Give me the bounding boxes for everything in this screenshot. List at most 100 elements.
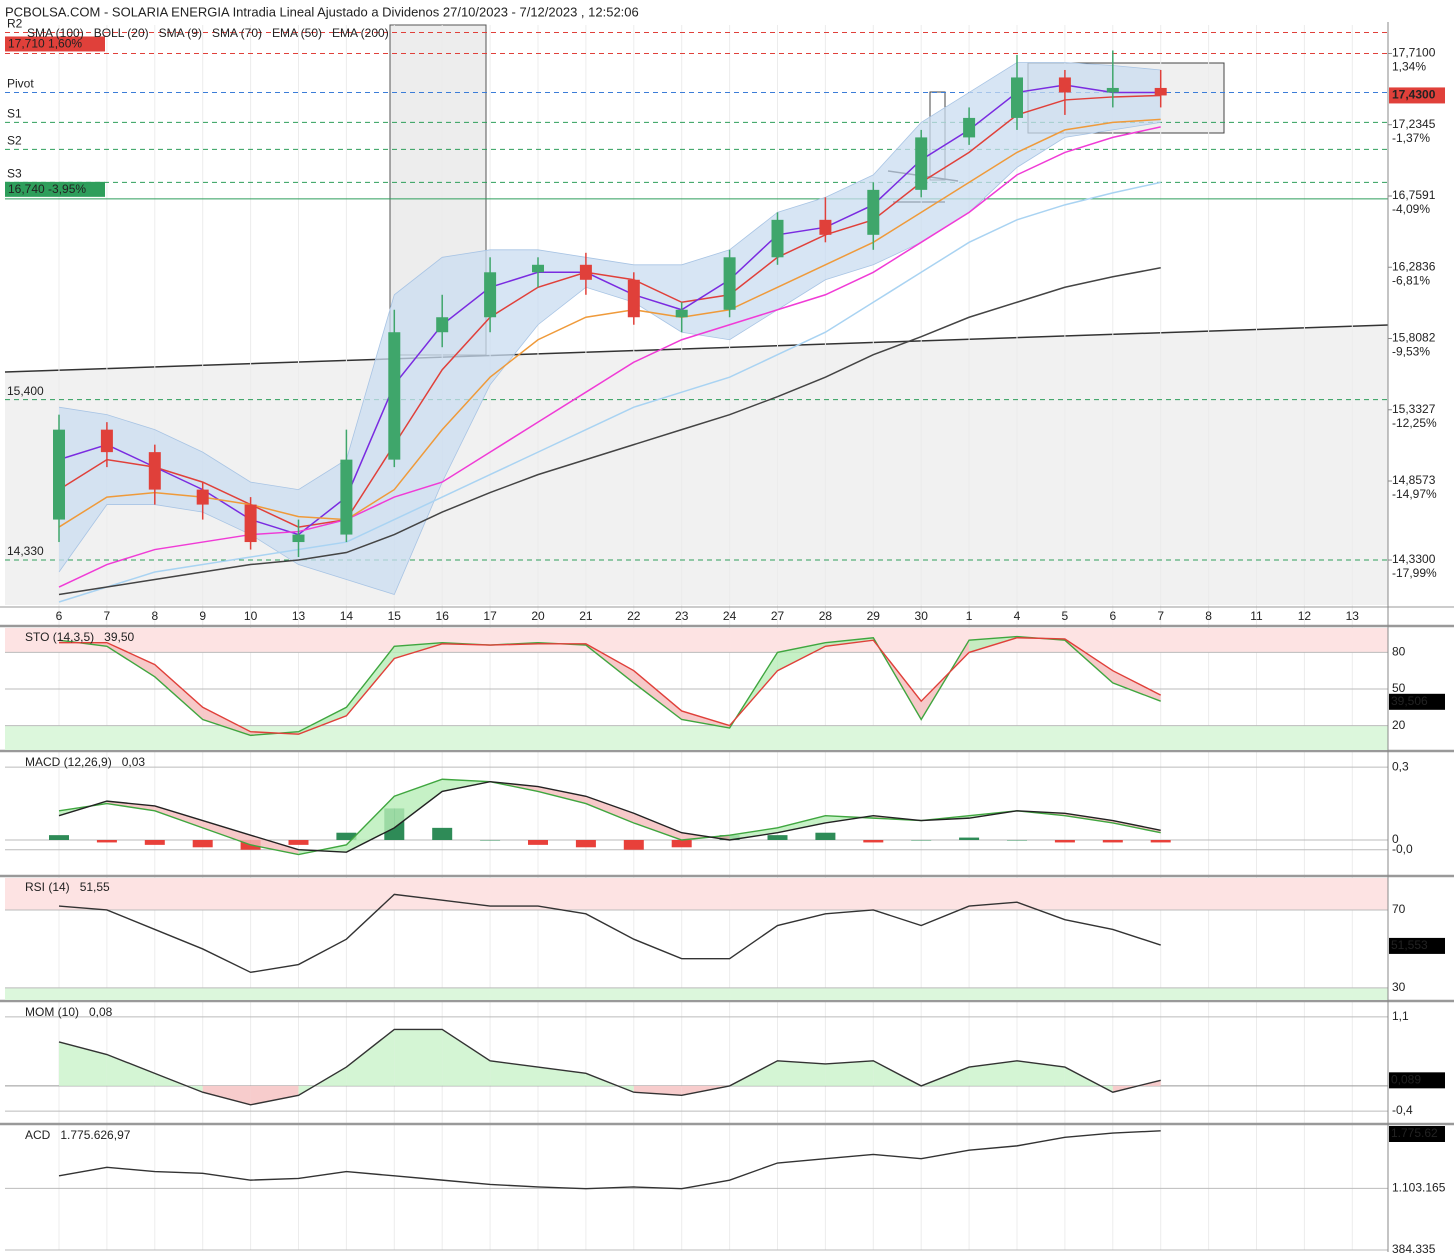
level-label: 16,740 -3,95% <box>8 182 86 196</box>
oversold-zone <box>5 987 1388 1000</box>
indicator-line <box>58 1130 1161 1190</box>
fill-between <box>394 779 443 828</box>
y-tick-change: -6,81% <box>1392 273 1430 287</box>
candle-body <box>675 309 688 318</box>
trend-line <box>4 324 1389 373</box>
histogram-bar <box>144 840 165 845</box>
level-box <box>5 181 105 197</box>
y-tick-label: 16,2836 <box>1392 259 1436 273</box>
histogram-bar <box>336 832 357 841</box>
fill-between <box>346 796 395 853</box>
last-price-label: 17,4300 <box>1392 88 1436 102</box>
histogram-bar <box>863 840 884 843</box>
x-tick-label: 29 <box>867 609 881 623</box>
fill-between <box>729 827 778 841</box>
fill-between <box>154 664 203 720</box>
histogram-bar <box>767 835 788 841</box>
fill-zero <box>490 1060 538 1086</box>
value-box-label: 0,089 <box>1391 1073 1421 1087</box>
x-tick-label: 10 <box>244 609 258 623</box>
candle-body <box>1058 77 1071 93</box>
panel-title: STO (14,3,5) <box>25 630 94 644</box>
histogram-bar <box>528 840 548 845</box>
x-tick-label: 16 <box>436 609 450 623</box>
value-box <box>1389 693 1445 710</box>
candle-body <box>436 317 449 333</box>
candle-body <box>963 117 976 138</box>
fill-zero <box>825 1060 874 1086</box>
candle-body <box>148 452 161 490</box>
y-tick-label: 50 <box>1392 681 1406 695</box>
panel-value: 39,50 <box>104 630 134 644</box>
fill-zero <box>59 1041 107 1086</box>
histogram-bar <box>1007 840 1027 841</box>
y-tick-change: -12,25% <box>1392 416 1437 430</box>
level-label: S3 <box>7 167 22 181</box>
indicator-line <box>58 893 1161 974</box>
y-tick-label: 15,8082 <box>1392 331 1436 345</box>
legend-entry: SMA (100) <box>27 26 84 40</box>
fill-between <box>538 786 586 804</box>
histogram-bar <box>1102 840 1123 843</box>
x-tick-label: 8 <box>151 609 158 623</box>
histogram-bar <box>815 832 836 841</box>
fill-between <box>777 815 826 833</box>
candle-body <box>100 429 113 453</box>
candle-body <box>867 189 880 235</box>
fill-zero <box>442 1029 491 1086</box>
candle-body <box>196 489 209 505</box>
fill-between <box>633 670 682 720</box>
y-tick-label: 1.103.165 <box>1392 1181 1446 1195</box>
candle-body <box>292 534 305 543</box>
histogram-bar <box>671 840 692 848</box>
fill-between <box>346 646 395 716</box>
candle-body <box>484 272 497 318</box>
y-tick-label: 20 <box>1392 718 1406 732</box>
fill-between <box>777 642 826 671</box>
x-tick-label: 13 <box>1346 609 1360 623</box>
fill-zero <box>1017 1060 1065 1086</box>
x-tick-label: 1 <box>966 609 973 623</box>
y-tick-label: 0,3 <box>1392 759 1409 773</box>
x-tick-label: 7 <box>104 609 111 623</box>
histogram-bar <box>288 840 309 845</box>
panel-value: 0,03 <box>122 755 146 769</box>
value-box-label: 39,506 <box>1391 694 1428 708</box>
y-tick-label: 30 <box>1392 980 1406 994</box>
fill-between <box>250 835 299 855</box>
fill-zero <box>538 1067 586 1086</box>
legend-entry: EMA (200) <box>332 26 389 40</box>
value-box <box>1389 1072 1445 1089</box>
panel-title: ACD <box>25 1128 51 1142</box>
indicator-line <box>58 267 1161 596</box>
overbought-zone <box>5 878 1388 910</box>
value-box <box>1389 1126 1445 1142</box>
histogram-bar <box>192 840 213 848</box>
level-box <box>5 36 105 52</box>
panel-value: 1.775.626,97 <box>60 1128 130 1142</box>
panel-title: MACD (12,26,9) <box>25 755 112 769</box>
indicator-line <box>58 1028 1161 1106</box>
y-tick-label: 15,3327 <box>1392 402 1436 416</box>
level-label: 15,400 <box>7 384 44 398</box>
fill-zero <box>346 1029 395 1086</box>
histogram-bar <box>623 840 644 850</box>
x-tick-label: 27 <box>771 609 785 623</box>
panel-value: 0,08 <box>89 1005 113 1019</box>
x-tick-label: 23 <box>675 609 689 623</box>
indicator-line <box>59 637 1162 735</box>
candle-body <box>244 504 257 543</box>
band-edge <box>58 62 1161 491</box>
indicator-line <box>58 778 1161 856</box>
histogram-bar <box>959 837 980 841</box>
legend-entry: SMA (9) <box>159 26 202 40</box>
fill-between <box>202 707 251 736</box>
x-tick-label: 13 <box>292 609 306 623</box>
level-label: 17,710 1,60% <box>8 37 82 51</box>
candle-body <box>579 264 592 280</box>
panel-title: RSI (14) <box>25 880 70 894</box>
y-tick-change: -14,97% <box>1392 487 1437 501</box>
fill-zero <box>777 1060 826 1086</box>
y-tick-label: 17,7100 <box>1392 46 1436 60</box>
chart-title: PCBOLSA.COM - SOLARIA ENERGIA Intradia L… <box>5 4 639 19</box>
